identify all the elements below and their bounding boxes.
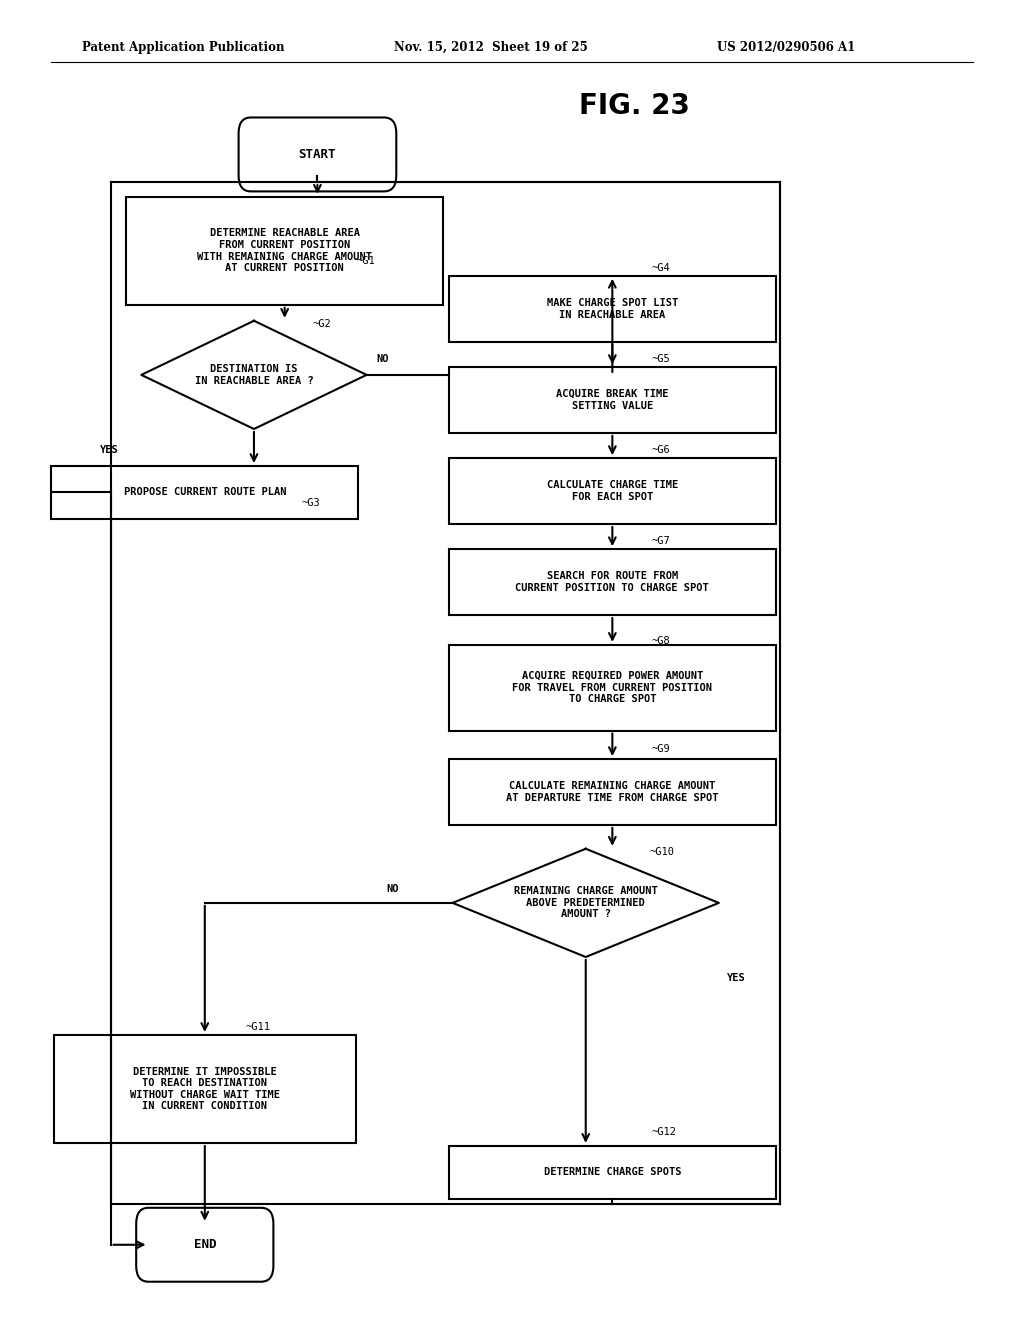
Bar — [449, 759, 776, 825]
Text: CALCULATE CHARGE TIME
FOR EACH SPOT: CALCULATE CHARGE TIME FOR EACH SPOT — [547, 480, 678, 502]
Text: ~G2: ~G2 — [312, 319, 331, 330]
Text: CALCULATE REMAINING CHARGE AMOUNT
AT DEPARTURE TIME FROM CHARGE SPOT: CALCULATE REMAINING CHARGE AMOUNT AT DEP… — [506, 781, 719, 803]
Text: ~G1: ~G1 — [356, 256, 375, 267]
Text: DETERMINE IT IMPOSSIBLE
TO REACH DESTINATION
WITHOUT CHARGE WAIT TIME
IN CURRENT: DETERMINE IT IMPOSSIBLE TO REACH DESTINA… — [130, 1067, 280, 1111]
Text: ~G7: ~G7 — [651, 536, 670, 546]
Text: US 2012/0290506 A1: US 2012/0290506 A1 — [717, 41, 855, 54]
Text: ~G5: ~G5 — [651, 354, 670, 364]
Text: YES: YES — [727, 973, 745, 983]
Text: START: START — [299, 148, 336, 161]
Text: FIG. 23: FIG. 23 — [580, 91, 690, 120]
Text: ~G10: ~G10 — [649, 847, 674, 858]
Bar — [51, 466, 358, 519]
Polygon shape — [453, 849, 719, 957]
Bar — [449, 276, 776, 342]
Bar — [449, 549, 776, 615]
Text: ACQUIRE REQUIRED POWER AMOUNT
FOR TRAVEL FROM CURRENT POSITION
TO CHARGE SPOT: ACQUIRE REQUIRED POWER AMOUNT FOR TRAVEL… — [512, 671, 713, 705]
Text: MAKE CHARGE SPOT LIST
IN REACHABLE AREA: MAKE CHARGE SPOT LIST IN REACHABLE AREA — [547, 298, 678, 319]
FancyBboxPatch shape — [136, 1208, 273, 1282]
Text: PROPOSE CURRENT ROUTE PLAN: PROPOSE CURRENT ROUTE PLAN — [124, 487, 286, 498]
Text: Nov. 15, 2012  Sheet 19 of 25: Nov. 15, 2012 Sheet 19 of 25 — [394, 41, 588, 54]
Text: DESTINATION IS
IN REACHABLE AREA ?: DESTINATION IS IN REACHABLE AREA ? — [195, 364, 313, 385]
Text: END: END — [194, 1238, 216, 1251]
Text: ~G11: ~G11 — [246, 1022, 270, 1032]
Text: ~G8: ~G8 — [651, 636, 670, 647]
Bar — [126, 197, 443, 305]
Polygon shape — [141, 321, 367, 429]
Text: DETERMINE REACHABLE AREA
FROM CURRENT POSITION
WITH REMAINING CHARGE AMOUNT
AT C: DETERMINE REACHABLE AREA FROM CURRENT PO… — [198, 228, 372, 273]
Bar — [449, 1146, 776, 1199]
Text: YES: YES — [100, 445, 119, 455]
Bar — [449, 367, 776, 433]
Bar — [449, 644, 776, 731]
Text: ~G4: ~G4 — [651, 263, 670, 273]
Text: Patent Application Publication: Patent Application Publication — [82, 41, 285, 54]
Text: ACQUIRE BREAK TIME
SETTING VALUE: ACQUIRE BREAK TIME SETTING VALUE — [556, 389, 669, 411]
Text: DETERMINE CHARGE SPOTS: DETERMINE CHARGE SPOTS — [544, 1167, 681, 1177]
Text: REMAINING CHARGE AMOUNT
ABOVE PREDETERMINED
AMOUNT ?: REMAINING CHARGE AMOUNT ABOVE PREDETERMI… — [514, 886, 657, 920]
Text: ~G6: ~G6 — [651, 445, 670, 455]
Text: ~G12: ~G12 — [651, 1127, 676, 1138]
FancyBboxPatch shape — [239, 117, 396, 191]
Bar — [449, 458, 776, 524]
Text: ~G9: ~G9 — [651, 744, 670, 755]
Text: SEARCH FOR ROUTE FROM
CURRENT POSITION TO CHARGE SPOT: SEARCH FOR ROUTE FROM CURRENT POSITION T… — [515, 572, 710, 593]
Text: NO: NO — [377, 354, 389, 364]
Text: NO: NO — [386, 884, 398, 895]
Text: ~G3: ~G3 — [301, 498, 319, 508]
Bar — [54, 1035, 356, 1143]
